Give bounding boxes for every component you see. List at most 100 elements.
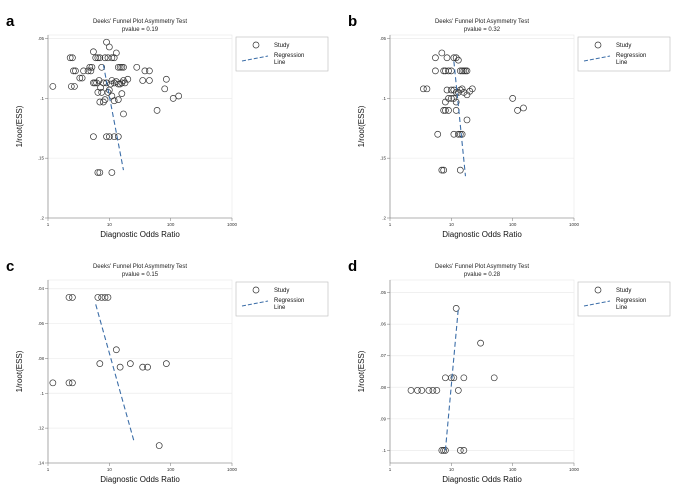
study-point — [456, 67, 464, 75]
study-point — [118, 79, 126, 87]
study-point — [429, 387, 437, 394]
study-point — [92, 54, 100, 62]
panel-b: b Deeks' Funnel Plot Asymmetry Test pvalue… — [342, 0, 685, 245]
study-point — [78, 74, 86, 82]
study-point — [49, 83, 57, 90]
legend-regression-symbol — [241, 300, 269, 307]
study-point — [456, 166, 464, 174]
study-point — [454, 56, 462, 64]
study-point — [432, 67, 439, 75]
study-point — [139, 363, 147, 371]
legend-regression-label-line2: Line — [274, 60, 286, 66]
y-axis-label: 1/root(ESS) — [15, 350, 24, 392]
x-tick-label: 1000 — [569, 222, 580, 227]
study-point — [514, 107, 521, 114]
study-point — [71, 83, 78, 90]
x-tick-label: 10 — [107, 222, 113, 227]
pvalue-text: pvalue = 0.32 — [464, 27, 501, 33]
study-point — [509, 95, 517, 102]
study-point — [112, 346, 120, 354]
legend-box — [577, 281, 671, 317]
y-tick-label: .1 — [382, 96, 386, 101]
study-point — [116, 63, 124, 71]
x-axis-label: Diagnostic Odds Ratio — [442, 230, 522, 239]
study-point — [114, 96, 122, 103]
y-axis-label: 1/root(ESS) — [15, 105, 24, 147]
study-point — [468, 85, 476, 93]
study-point — [450, 374, 458, 382]
x-tick-label: 1000 — [569, 467, 580, 472]
x-axis-label: Diagnostic Odds Ratio — [442, 475, 522, 484]
study-point — [442, 107, 449, 114]
y-tick-label: .14 — [38, 461, 45, 466]
study-point — [139, 77, 147, 84]
study-point — [100, 98, 107, 106]
regression-line — [102, 64, 125, 171]
study-point — [120, 63, 127, 71]
study-point — [124, 75, 132, 83]
study-point — [442, 98, 449, 106]
study-point — [452, 305, 460, 312]
study-point — [94, 54, 102, 62]
study-point — [67, 83, 75, 90]
study-point — [72, 67, 79, 75]
study-point — [110, 97, 118, 105]
panel-a: a Deeks' Funnel Plot Asymmetry Test pvalue… — [0, 0, 343, 245]
legend-regression-label: Regression — [616, 53, 646, 59]
legend-regression-label: Regression — [274, 53, 304, 59]
study-point — [108, 54, 116, 62]
study-point — [490, 374, 498, 382]
study-point — [460, 374, 468, 382]
legend-box — [235, 36, 329, 72]
study-point — [90, 133, 97, 141]
x-tick-label: 10 — [449, 222, 455, 227]
chart-title: Deeks' Funnel Plot Asymmetry Test — [435, 19, 529, 25]
x-tick-label: 1000 — [227, 467, 238, 472]
y-tick-label: .08 — [380, 385, 387, 390]
study-point — [414, 387, 421, 394]
study-point — [101, 54, 109, 62]
study-point — [101, 96, 109, 103]
study-point — [162, 360, 170, 368]
study-point — [126, 360, 134, 368]
study-point — [141, 67, 149, 75]
study-point — [65, 294, 73, 301]
legend-study-symbol — [594, 41, 602, 49]
y-tick-label: .07 — [380, 353, 387, 358]
study-point — [438, 49, 446, 57]
y-tick-label: .2 — [382, 216, 386, 221]
y-axis-label: 1/root(ESS) — [357, 105, 366, 147]
study-point — [76, 74, 84, 82]
plot-area — [389, 279, 575, 464]
study-point — [95, 77, 103, 84]
panel-c: c Deeks' Funnel Plot Asymmetry Test pvalue… — [0, 245, 343, 490]
study-point — [456, 447, 464, 454]
study-point — [90, 48, 97, 56]
study-point — [433, 387, 441, 394]
study-point — [94, 294, 102, 301]
study-point — [407, 387, 415, 394]
study-point — [49, 379, 57, 387]
x-tick-label: 10 — [449, 467, 455, 472]
legend-study-symbol — [252, 41, 260, 49]
study-point — [440, 447, 448, 454]
legend-study-label: Study — [616, 288, 631, 294]
study-point — [118, 63, 126, 71]
study-point — [116, 80, 124, 88]
study-point — [443, 86, 451, 94]
pvalue-text: pvalue = 0.19 — [122, 27, 159, 33]
study-point — [161, 85, 169, 93]
study-point — [120, 110, 127, 118]
x-tick-label: 100 — [167, 467, 175, 472]
x-tick-label: 100 — [509, 222, 517, 227]
study-point — [477, 339, 484, 347]
study-point — [116, 363, 124, 371]
study-point — [96, 54, 104, 62]
study-point — [105, 133, 113, 141]
study-point — [96, 169, 104, 176]
study-point — [450, 130, 458, 138]
study-point — [162, 75, 170, 83]
x-tick-label: 100 — [167, 222, 175, 227]
study-point — [69, 294, 76, 301]
legend-regression-label-line2: Line — [616, 60, 628, 66]
